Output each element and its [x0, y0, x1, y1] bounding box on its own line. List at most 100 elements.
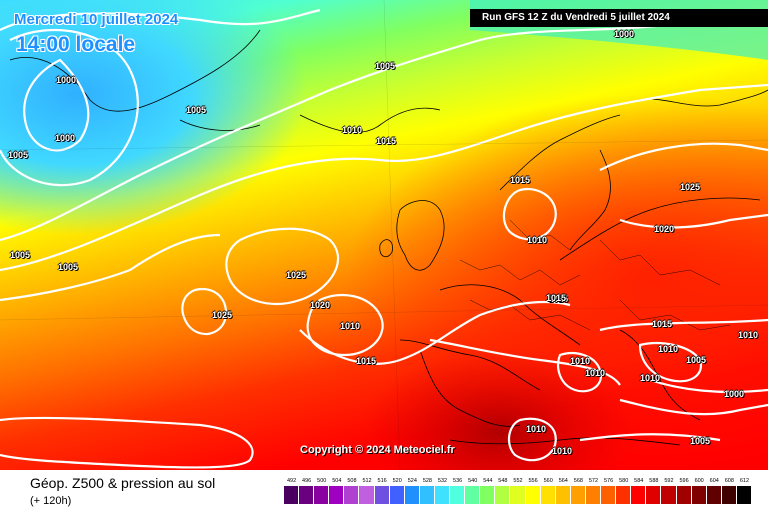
scale-tick-label: 600 — [694, 478, 704, 484]
scale-swatch — [344, 486, 360, 504]
scale-swatch — [676, 486, 692, 504]
isobar-label: 1015 — [545, 293, 567, 303]
isobar-label: 1000 — [54, 133, 76, 143]
scale-tick-label: 608 — [724, 478, 734, 484]
scale-swatch — [450, 486, 466, 504]
color-scale: 492 496 500 504 508 512 516 520 524 528 532 536 540 5… — [284, 478, 752, 506]
copyright-notice: Copyright © 2024 Meteociel.fr — [300, 444, 455, 456]
scale-swatch — [721, 486, 737, 504]
scale-swatch — [419, 486, 435, 504]
scale-tick-label: 580 — [619, 478, 629, 484]
scale-swatch — [706, 486, 722, 504]
scale-tick-label: 584 — [634, 478, 644, 484]
scale-swatch — [616, 486, 632, 504]
scale-swatch — [434, 486, 451, 504]
scale-swatch — [555, 486, 571, 504]
isobar-label: 1020 — [309, 300, 331, 310]
scale-tick-label: 604 — [709, 478, 719, 484]
scale-tick-label: 524 — [407, 478, 417, 484]
scale-tick-label: 504 — [332, 478, 342, 484]
scale-tick-label: 568 — [573, 478, 583, 484]
isobar-label: 1010 — [339, 321, 361, 331]
scale-tick-label: 500 — [317, 478, 327, 484]
scale-swatch — [510, 486, 526, 504]
scale-tick-label: 556 — [528, 478, 538, 484]
isobar-label: 1015 — [509, 175, 531, 185]
isobar-label: 1010 — [526, 235, 548, 245]
scale-swatch — [646, 486, 662, 504]
scale-tick-label: 520 — [392, 478, 402, 484]
isobar-label: 1015 — [375, 136, 397, 146]
map-title: Géop. Z500 & pression au sol — [30, 475, 216, 491]
isobar-label: 1005 — [689, 436, 711, 446]
isobar-label: 1005 — [9, 250, 31, 260]
scale-swatch — [661, 486, 677, 504]
scale-swatch — [284, 486, 300, 504]
isobar-label: 1025 — [285, 270, 307, 280]
scale-tick-label: 496 — [302, 478, 312, 484]
isobar-label: 1015 — [355, 356, 377, 366]
isobar-label: 1010 — [584, 368, 606, 378]
scale-tick-label: 516 — [377, 478, 387, 484]
isobar-label: 1005 — [374, 61, 396, 71]
isobar-label: 1010 — [569, 356, 591, 366]
forecast-date: Mercredi 10 juillet 2024 — [14, 11, 179, 28]
isobar-label: 1005 — [685, 355, 707, 365]
scale-tick-label: 548 — [498, 478, 508, 484]
legend-footer: Géop. Z500 & pression au sol (+ 120h) 49… — [0, 470, 768, 512]
isobar-label: 1010 — [341, 125, 363, 135]
scale-tick-label: 560 — [543, 478, 553, 484]
isobar-label: 1025 — [679, 182, 701, 192]
graticule — [0, 0, 768, 470]
scale-swatch — [404, 486, 420, 504]
hot-core-shading — [0, 0, 768, 470]
scale-swatch — [495, 486, 511, 504]
isobar-label: 1010 — [525, 424, 547, 434]
scale-swatch — [465, 486, 481, 504]
isobar-label: 1005 — [7, 150, 29, 160]
scale-tick-label: 572 — [588, 478, 599, 484]
isobar-label: 1005 — [185, 105, 207, 115]
forecast-time: 14:00 locale — [16, 33, 136, 56]
scale-swatch — [585, 486, 602, 504]
isobar-label: 1025 — [211, 310, 233, 320]
scale-swatch — [374, 486, 390, 504]
scale-swatch — [329, 486, 345, 504]
isobar-label: 1000 — [55, 75, 77, 85]
scale-tick-label: 512 — [362, 478, 372, 484]
isobar-label: 1000 — [613, 29, 635, 39]
scale-swatch — [314, 486, 330, 504]
scale-tick-label: 588 — [649, 478, 659, 484]
scale-tick-label: 508 — [347, 478, 357, 484]
scale-swatch — [736, 486, 752, 504]
scale-tick-label: 596 — [679, 478, 689, 484]
scale-swatch — [691, 486, 707, 504]
borders — [459, 219, 731, 331]
isobar-label: 1025 — [547, 294, 569, 304]
scale-tick-label: 540 — [468, 478, 478, 484]
isobar-label: 1010 — [551, 446, 573, 456]
forecast-range: (+ 120h) — [30, 495, 72, 507]
isobars — [0, 8, 768, 469]
scale-swatch — [299, 486, 315, 504]
scale-swatch — [359, 486, 375, 504]
isobar-label: 1010 — [639, 373, 661, 383]
isobar-label: 1010 — [737, 330, 759, 340]
scale-tick-label: 492 — [286, 478, 297, 484]
scale-swatch — [480, 486, 496, 504]
scale-swatch — [631, 486, 647, 504]
scale-swatch — [389, 486, 405, 504]
scale-swatch — [525, 486, 541, 504]
scale-tick-label: 592 — [664, 478, 674, 484]
scale-tick-label: 564 — [558, 478, 568, 484]
model-run-label: Run GFS 12 Z du Vendredi 5 juillet 2024 — [470, 9, 768, 27]
scale-tick-label: 576 — [603, 478, 614, 484]
scale-swatch — [540, 486, 556, 504]
scale-tick-label: 528 — [422, 478, 432, 484]
scale-swatch — [570, 486, 586, 504]
isobar-label: 1020 — [653, 224, 675, 234]
scale-tick-label: 532 — [437, 478, 448, 484]
scale-tick-label: 544 — [483, 478, 493, 484]
isobar-label: 1015 — [651, 319, 673, 329]
